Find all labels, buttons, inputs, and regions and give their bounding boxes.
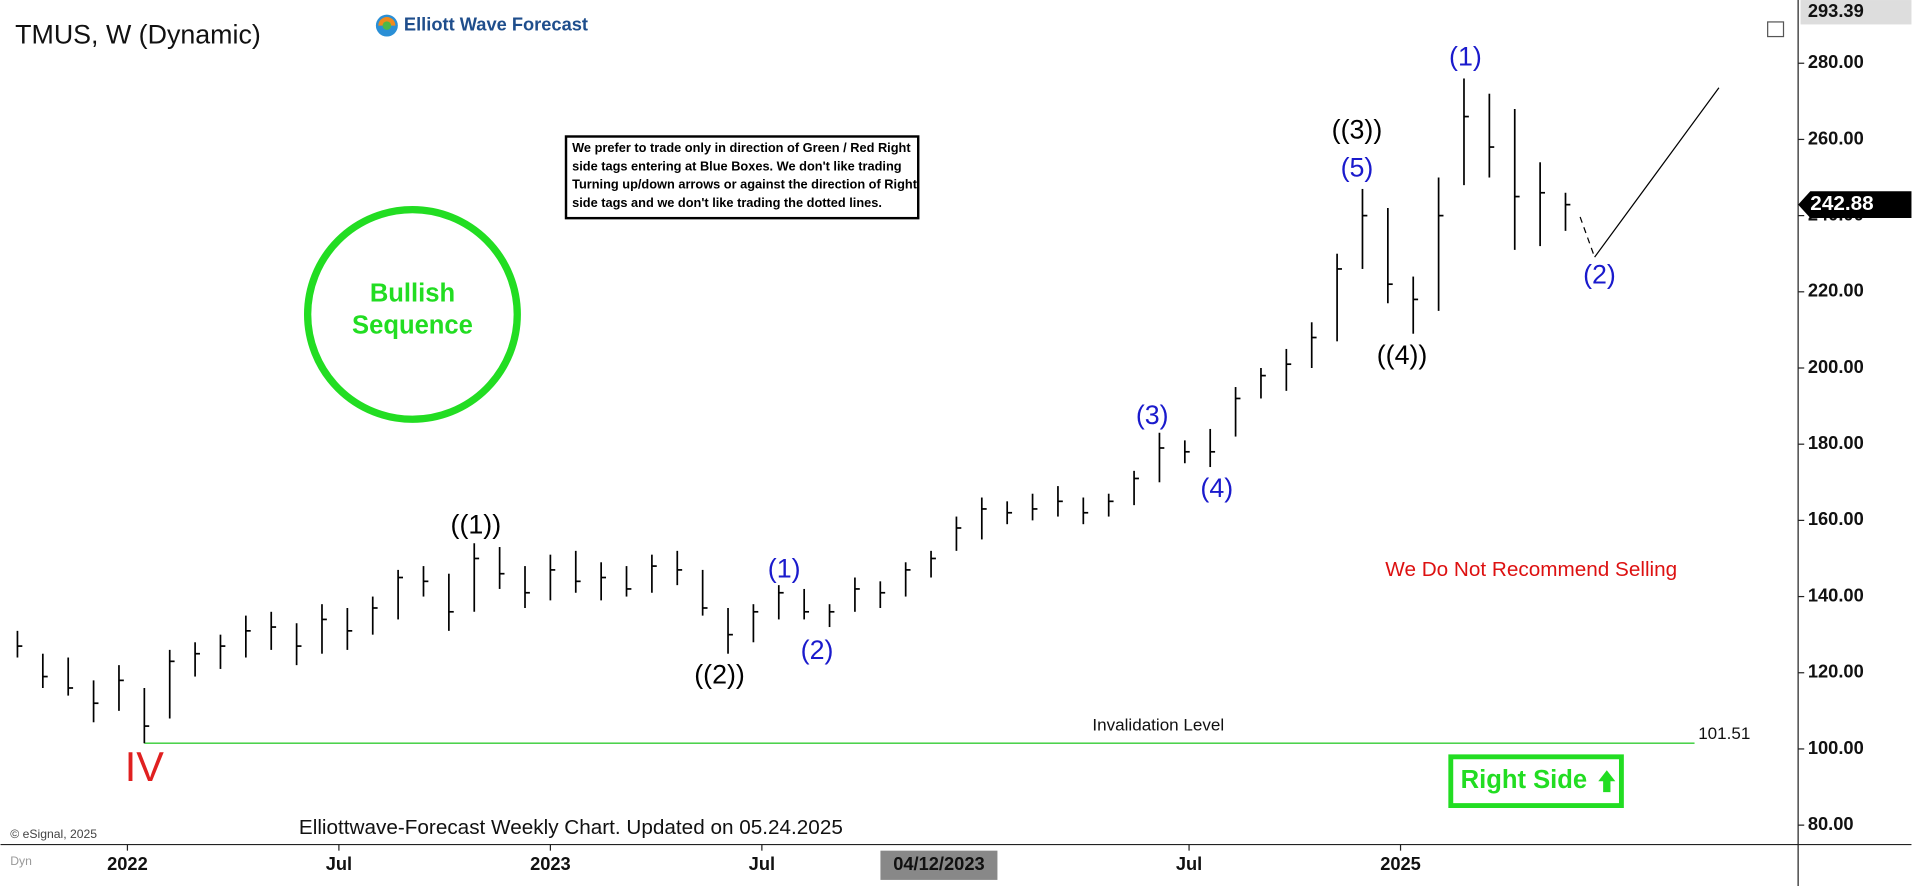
x-tick-label: 2025	[1380, 853, 1421, 874]
cursor-label-bg	[880, 850, 998, 880]
wave-label: (2)	[1583, 260, 1616, 290]
invalidation-text: Invalidation Level	[1092, 716, 1224, 735]
wave-label: (4)	[1200, 473, 1233, 503]
y-tick-label: 200.00	[1808, 356, 1864, 377]
disclaimer-text: Turning up/down arrows or against the di…	[572, 177, 918, 192]
sequence-text: Sequence	[352, 311, 473, 339]
logo-icon-part	[382, 21, 392, 30]
x-tick-label: 2023	[530, 853, 571, 874]
x-tick-label: Jul	[326, 853, 352, 874]
top-price: 293.39	[1808, 0, 1864, 21]
sequence-circle	[303, 205, 521, 423]
y-tick-label: 160.00	[1808, 508, 1864, 529]
y-tick-label: 220.00	[1808, 280, 1864, 301]
y-tick-label: 80.00	[1808, 813, 1854, 834]
wave-label: (1)	[768, 553, 801, 583]
disclaimer-text: We prefer to trade only in direction of …	[572, 140, 911, 155]
y-tick-label: 100.00	[1808, 737, 1864, 758]
chart-title: TMUS, W (Dynamic)	[15, 20, 261, 50]
disclaimer-text: side tags and we don't like trading the …	[572, 195, 882, 210]
projection-line	[1594, 87, 1720, 258]
wave-label: ((1))	[451, 510, 502, 540]
wave-label: IV	[125, 743, 165, 790]
disclaimer-box	[564, 135, 920, 220]
x-tick-label: 2022	[107, 853, 148, 874]
projection-dashed	[1579, 216, 1596, 258]
top-price-bg	[1800, 0, 1912, 25]
right-side-text: Right Side	[1461, 766, 1587, 794]
logo-bg	[371, 10, 603, 41]
disclaimer-text: side tags entering at Blue Boxes. We don…	[572, 158, 902, 173]
wave-label: (2)	[801, 635, 834, 665]
last-price-marker	[1798, 191, 1912, 219]
y-tick-label: 180.00	[1808, 432, 1864, 453]
up-arrow-icon	[1598, 770, 1616, 793]
y-tick-label: 140.00	[1808, 584, 1864, 605]
wave-label: ((2))	[694, 659, 745, 689]
sequence-text: Bullish	[370, 280, 455, 308]
wave-label: ((4))	[1377, 340, 1428, 370]
recommendation: We Do Not Recommend Selling	[1385, 558, 1677, 581]
y-tick-label: 260.00	[1808, 127, 1864, 148]
wave-label: (5)	[1341, 152, 1374, 182]
wave-label: (1)	[1449, 42, 1482, 72]
window-icon[interactable]	[1767, 21, 1785, 38]
x-tick-label: Jul	[749, 853, 775, 874]
y-tick-label: 280.00	[1808, 51, 1864, 72]
right-side-box	[1448, 754, 1624, 809]
x-tick-label: Jul	[1176, 853, 1202, 874]
wave-label: ((3))	[1332, 115, 1383, 145]
mode-label: Dyn	[10, 854, 32, 868]
last-price: 242.88	[1810, 192, 1873, 215]
cursor-label: 04/12/2023	[893, 853, 984, 874]
brand-name: Elliott Wave Forecast	[404, 13, 588, 34]
y-tick-label: 120.00	[1808, 661, 1864, 682]
invalidation-value: 101.51	[1698, 724, 1750, 743]
copyright: © eSignal, 2025	[10, 827, 97, 841]
brand-logo: Elliott Wave Forecast	[371, 10, 603, 41]
footer-text: Elliottwave-Forecast Weekly Chart. Updat…	[299, 816, 843, 839]
wave-label: (3)	[1136, 400, 1169, 430]
